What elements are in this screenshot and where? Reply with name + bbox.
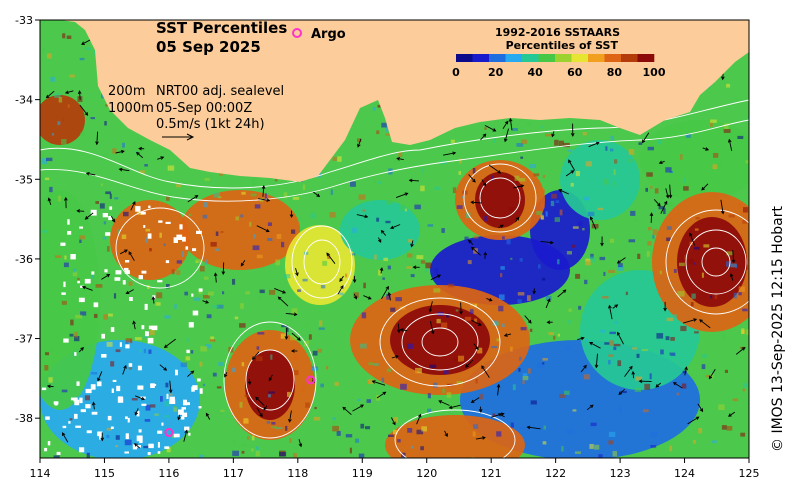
- colorbar-swatch: [571, 54, 589, 62]
- colorbar-swatch: [555, 54, 572, 62]
- colorbar-ticks: 0 20 40 60 80 100: [452, 66, 666, 79]
- x-tick-label: 120: [416, 467, 437, 480]
- contour-200m-label: 200m: [108, 84, 145, 99]
- colorbar-swatch: [621, 54, 638, 62]
- map-title: SST Percentiles: [156, 19, 287, 37]
- y-tick-label: -33: [15, 14, 33, 27]
- velocity-scale-label: 0.5m/s (1kt 24h): [156, 117, 265, 132]
- x-tick-label: 121: [481, 467, 502, 480]
- y-tick-label: -34: [15, 94, 33, 107]
- x-tick-label: 119: [352, 467, 373, 480]
- colorbar-tick-label: 0: [452, 66, 460, 79]
- colorbar-tick-label: 80: [607, 66, 623, 79]
- argo-floats: [164, 375, 316, 438]
- velocity-scale-arrow: [162, 133, 195, 141]
- colorbar: [456, 54, 655, 62]
- colorbar-tick-label: 60: [567, 66, 583, 79]
- x-tick-label: 118: [287, 467, 308, 480]
- plot-frame: [39, 19, 750, 459]
- x-tick-label: 124: [674, 467, 695, 480]
- argo-float-marker: [164, 428, 174, 438]
- contour-1000m-label: 1000m: [108, 101, 154, 116]
- colorbar-swatch: [637, 54, 655, 62]
- sst-field: [40, 20, 749, 458]
- colorbar-swatch: [588, 54, 605, 62]
- colorbar-swatch: [472, 54, 490, 62]
- y-axis: -33 -34 -35 -36 -37 -38: [15, 14, 40, 425]
- x-axis: 114 115 116 117 118 119 120 121 122 123 124 125: [30, 458, 760, 480]
- timestamp-label: 05-Sep 00:00Z: [156, 101, 252, 116]
- imos-credit: © IMOS 13-Sep-2025 12:15 Hobart: [770, 206, 786, 452]
- x-tick-label: 116: [158, 467, 179, 480]
- y-tick-label: -35: [15, 173, 33, 186]
- colorbar-tick-label: 20: [488, 66, 504, 79]
- sst-patches: [40, 20, 749, 458]
- colorbar-tick-label: 40: [528, 66, 544, 79]
- y-tick-label: -36: [15, 253, 33, 266]
- y-tick-label: -38: [15, 412, 33, 425]
- y-tick-label: -37: [15, 333, 33, 346]
- x-tick-label: 115: [94, 467, 115, 480]
- colorbar-swatch: [604, 54, 622, 62]
- x-tick-label: 125: [739, 467, 760, 480]
- colorbar-swatch: [456, 54, 473, 62]
- colorbar-swatch: [489, 54, 506, 62]
- colorbar-title-line2: Percentiles of SST: [506, 39, 619, 52]
- colorbar-swatch: [505, 54, 523, 62]
- map-date: 05 Sep 2025: [156, 38, 261, 56]
- colorbar-tick-label: 100: [643, 66, 666, 79]
- x-tick-label: 123: [610, 467, 631, 480]
- x-tick-label: 122: [545, 467, 566, 480]
- x-tick-label: 117: [223, 467, 244, 480]
- bathymetry-contours: [40, 99, 749, 458]
- argo-float-marker: [306, 375, 316, 385]
- colorbar-swatch: [522, 54, 539, 62]
- colorbar-swatch: [538, 54, 556, 62]
- argo-legend-marker: [292, 28, 302, 38]
- colorbar-title-line1: 1992-2016 SSTAARS: [495, 26, 620, 39]
- x-tick-label: 114: [30, 467, 51, 480]
- argo-legend-label: Argo: [311, 27, 346, 42]
- sealevel-label: NRT00 adj. sealevel: [156, 84, 284, 99]
